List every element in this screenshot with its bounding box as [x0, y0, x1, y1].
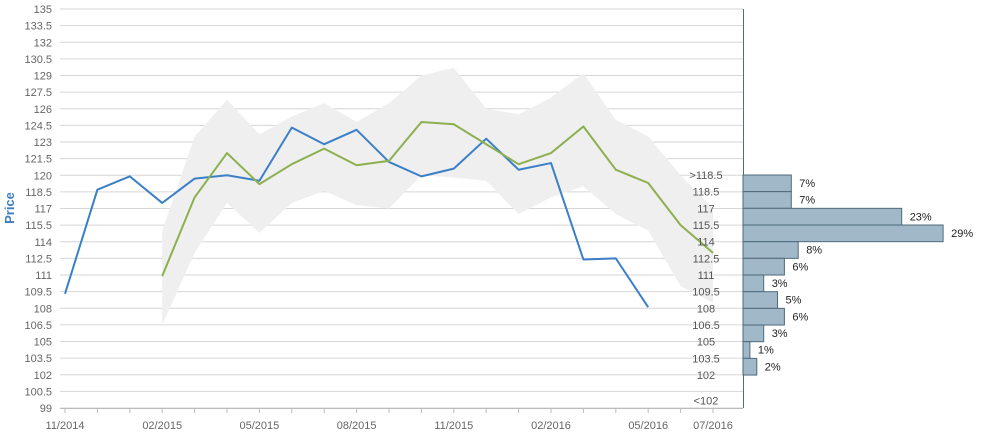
- x-tick-label: 05/2015: [240, 420, 280, 432]
- y-tick-label: 118.5: [25, 187, 52, 199]
- histogram-bin-label: 105: [697, 337, 715, 349]
- histogram-bar: [742, 207, 903, 226]
- x-tick-label: 11/2015: [434, 420, 473, 432]
- series-line-2: [161, 121, 714, 277]
- histogram-bin-label: <102: [694, 396, 719, 408]
- y-tick-label: 121.5: [24, 154, 52, 166]
- histogram-bin-label: >118.5: [689, 170, 722, 182]
- histogram-percent-label: 2%: [765, 361, 781, 373]
- histogram-percent-label: 1%: [758, 345, 774, 357]
- y-tick-label: 106.5: [24, 320, 52, 332]
- distribution-histogram: >118.5 7% 118.5 7% 117 23% 115.5 29% 114 8% 112.5 6…: [689, 170, 973, 408]
- histogram-percent-label: 6%: [792, 311, 808, 323]
- histogram-percent-label: 6%: [792, 261, 808, 273]
- histogram-bar: [742, 241, 799, 259]
- histogram-percent-label: 7%: [799, 195, 815, 207]
- y-tick-label: 108: [34, 303, 52, 315]
- y-tick-label: 99: [40, 403, 52, 415]
- y-tick-label: 114: [34, 237, 52, 249]
- y-tick-label: 103.5: [24, 353, 52, 365]
- x-tick-label: 02/2016: [531, 420, 571, 432]
- histogram-bar: [742, 341, 751, 359]
- histogram-percent-label: 5%: [786, 295, 802, 307]
- y-tick-label: 112.5: [25, 253, 52, 265]
- x-tick-label: 05/2016: [628, 420, 668, 432]
- histogram-bin-label: 118.5: [693, 187, 720, 199]
- histogram-percent-label: 29%: [951, 228, 973, 240]
- y-tick-label: 124.5: [24, 120, 52, 132]
- y-tick-label: 127.5: [24, 87, 52, 99]
- y-tick-label: 123: [34, 137, 52, 149]
- histogram-percent-label: 23%: [910, 211, 932, 223]
- x-tick-label: 02/2015: [142, 420, 182, 432]
- histogram-bin-label: 114: [697, 237, 715, 249]
- y-tick-label: 120: [34, 170, 52, 182]
- x-tick-label: 07/2016: [693, 420, 733, 432]
- y-tick-label: 135: [34, 4, 52, 16]
- histogram-bin-label: 117: [697, 203, 715, 215]
- histogram-percent-label: 7%: [799, 178, 815, 190]
- histogram-bar: [742, 357, 758, 376]
- forecast-range-band: [162, 67, 713, 325]
- y-tick-label: 115.5: [25, 220, 52, 232]
- histogram-bin-label: 109.5: [692, 287, 720, 299]
- y-tick-label: 133.5: [24, 21, 52, 33]
- x-tick-label: 11/2014: [46, 420, 85, 432]
- histogram-bar: [742, 191, 792, 209]
- histogram-bar: [742, 274, 765, 293]
- x-axis-ticks: 11/2014 02/2015 05/2015 08/2015 11/2015 02/20…: [46, 408, 733, 432]
- y-tick-label: 117: [34, 204, 52, 216]
- histogram-bin-label: 115.5: [693, 220, 720, 232]
- histogram-bar: [742, 174, 792, 193]
- histogram-bar: [742, 291, 778, 309]
- y-tick-label: 109.5: [24, 287, 52, 299]
- histogram-bin-label: 112.5: [693, 253, 720, 265]
- y-tick-label: 102: [34, 370, 52, 382]
- y-tick-label: 111: [35, 270, 52, 282]
- y-tick-label: 105: [34, 337, 52, 349]
- histogram-bar: [742, 307, 785, 326]
- x-tick-label: 08/2015: [337, 420, 377, 432]
- histogram-bar: [742, 257, 785, 276]
- histogram-bar: [742, 324, 765, 343]
- y-axis-label: Price: [2, 192, 17, 224]
- histogram-percent-label: 3%: [772, 328, 788, 340]
- y-tick-label: 130.5: [24, 54, 52, 66]
- y-tick-label: 100.5: [24, 386, 52, 398]
- histogram-bin-label: 102: [697, 370, 715, 382]
- histogram-bin-label: 108: [697, 303, 715, 315]
- y-tick-label: 126: [34, 104, 52, 116]
- histogram-percent-label: 8%: [806, 245, 822, 257]
- histogram-bin-label: 106.5: [692, 320, 720, 332]
- y-tick-label: 129: [34, 71, 52, 83]
- histogram-bar: [742, 224, 944, 243]
- series-line-1: [64, 126, 650, 308]
- histogram-bin-label: 103.5: [692, 353, 720, 365]
- series-lines: [64, 121, 714, 308]
- histogram-bin-label: 111: [698, 270, 715, 282]
- y-tick-label: 132: [34, 37, 52, 49]
- histogram-percent-label: 3%: [772, 278, 788, 290]
- y-axis-ticks: 135 133.5 132 130.5 129 127.5 126 124.5 123 121.5…: [24, 4, 52, 415]
